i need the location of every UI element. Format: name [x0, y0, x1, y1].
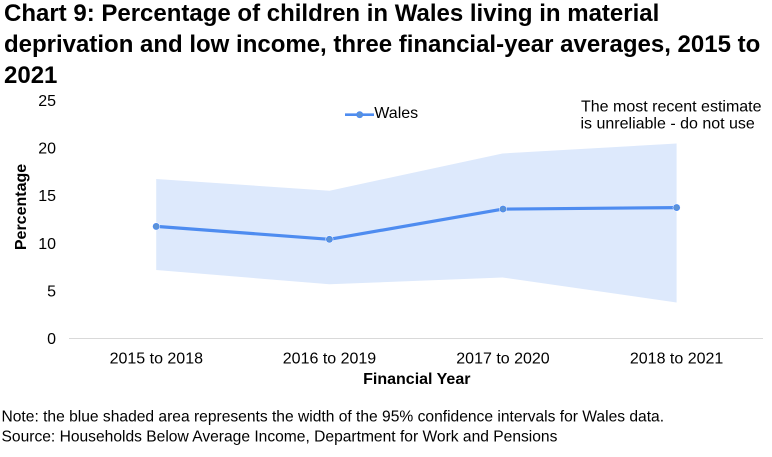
svg-text:Chart 9: Percentage of childre: Chart 9: Percentage of children in Wales… — [4, 0, 659, 27]
svg-text:10: 10 — [38, 236, 56, 253]
svg-text:15: 15 — [38, 188, 56, 205]
svg-text:2016 to 2019: 2016 to 2019 — [283, 351, 377, 368]
svg-text:Wales: Wales — [374, 105, 418, 122]
svg-text:5: 5 — [47, 283, 56, 300]
svg-text:2018 to 2021: 2018 to 2021 — [630, 351, 724, 368]
svg-text:20: 20 — [38, 141, 56, 158]
svg-text:The most recent estimate: The most recent estimate — [581, 99, 762, 116]
svg-text:deprivation and low income, th: deprivation and low income, three financ… — [4, 31, 760, 58]
svg-text:25: 25 — [38, 93, 56, 110]
svg-text:0: 0 — [47, 331, 56, 348]
svg-text:2017 to 2020: 2017 to 2020 — [456, 351, 550, 368]
svg-text:is unreliable - do not use: is unreliable - do not use — [581, 116, 755, 133]
svg-text:Note: the blue shaded area rep: Note: the blue shaded area represents th… — [2, 408, 665, 425]
svg-text:Financial Year: Financial Year — [363, 371, 470, 388]
svg-text:2015 to 2018: 2015 to 2018 — [110, 351, 204, 368]
svg-text:Source: Households Below Avera: Source: Households Below Average Income,… — [2, 429, 558, 446]
svg-text:2021: 2021 — [4, 62, 57, 89]
svg-text:Percentage: Percentage — [13, 164, 30, 250]
